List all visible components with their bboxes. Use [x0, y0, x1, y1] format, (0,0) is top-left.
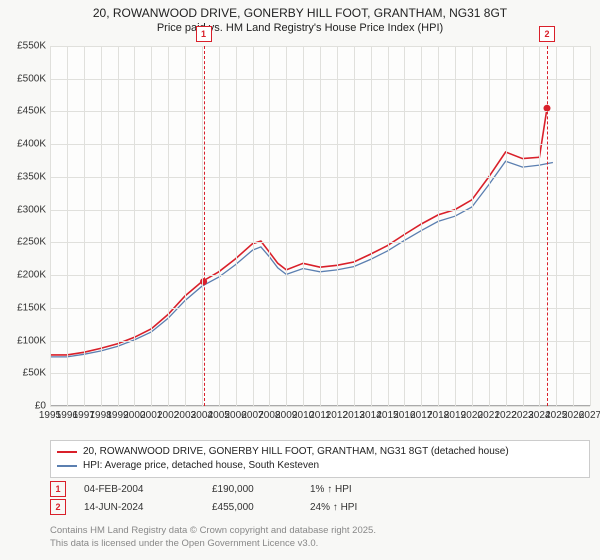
- sale-event-delta: 24% ↑ HPI: [310, 502, 430, 513]
- x-tick-label: 2027: [579, 410, 600, 421]
- sale-marker-line: [547, 46, 548, 406]
- legend-label: 20, ROWANWOOD DRIVE, GONERBY HILL FOOT, …: [83, 445, 509, 459]
- chart-title: 20, ROWANWOOD DRIVE, GONERBY HILL FOOT, …: [0, 0, 600, 20]
- x-gridline: [50, 46, 51, 406]
- x-gridline: [151, 46, 152, 406]
- x-gridline: [523, 46, 524, 406]
- legend-item: HPI: Average price, detached house, Sout…: [57, 459, 583, 473]
- x-gridline: [371, 46, 372, 406]
- chart-legend: 20, ROWANWOOD DRIVE, GONERBY HILL FOOT, …: [50, 440, 590, 478]
- x-gridline: [506, 46, 507, 406]
- sale-marker-box: 2: [539, 26, 555, 42]
- y-tick-label: £500K: [17, 73, 46, 84]
- sale-event-row: 2 14-JUN-2024 £455,000 24% ↑ HPI: [50, 498, 590, 516]
- x-gridline: [118, 46, 119, 406]
- x-gridline: [354, 46, 355, 406]
- x-gridline: [404, 46, 405, 406]
- footer-line-1: Contains HM Land Registry data © Crown c…: [50, 524, 590, 537]
- x-gridline: [489, 46, 490, 406]
- y-tick-label: £550K: [17, 41, 46, 52]
- sale-event-price: £455,000: [212, 502, 292, 513]
- sale-event-row: 1 04-FEB-2004 £190,000 1% ↑ HPI: [50, 480, 590, 498]
- x-gridline: [286, 46, 287, 406]
- sale-marker-line: [204, 46, 205, 406]
- x-gridline: [84, 46, 85, 406]
- chart-subtitle: Price paid vs. HM Land Registry's House …: [0, 20, 600, 36]
- sale-marker-box: 1: [196, 26, 212, 42]
- sale-event-marker: 1: [50, 481, 66, 497]
- x-gridline: [388, 46, 389, 406]
- y-tick-label: £350K: [17, 171, 46, 182]
- y-tick-label: £250K: [17, 237, 46, 248]
- y-tick-label: £50K: [23, 368, 46, 379]
- sale-event-price: £190,000: [212, 484, 292, 495]
- x-gridline: [101, 46, 102, 406]
- sale-event-marker: 2: [50, 499, 66, 515]
- x-gridline: [573, 46, 574, 406]
- y-tick-label: £150K: [17, 302, 46, 313]
- footer-line-2: This data is licensed under the Open Gov…: [50, 537, 590, 550]
- x-gridline: [168, 46, 169, 406]
- sale-event-date: 14-JUN-2024: [84, 502, 194, 513]
- x-gridline: [320, 46, 321, 406]
- x-gridline: [236, 46, 237, 406]
- x-gridline: [337, 46, 338, 406]
- series-hpi: [50, 161, 553, 357]
- y-tick-label: £200K: [17, 270, 46, 281]
- y-gridline: [50, 406, 590, 407]
- x-gridline: [472, 46, 473, 406]
- chart-plot-area: £0£50K£100K£150K£200K£250K£300K£350K£400…: [50, 46, 590, 406]
- x-gridline: [269, 46, 270, 406]
- sale-events-table: 1 04-FEB-2004 £190,000 1% ↑ HPI 2 14-JUN-2024…: [50, 480, 590, 516]
- y-tick-label: £400K: [17, 139, 46, 150]
- x-gridline: [185, 46, 186, 406]
- chart-footer: Contains HM Land Registry data © Crown c…: [50, 524, 590, 550]
- legend-label: HPI: Average price, detached house, Sout…: [83, 459, 319, 473]
- legend-swatch: [57, 465, 77, 467]
- x-gridline: [303, 46, 304, 406]
- legend-swatch: [57, 451, 77, 453]
- legend-item: 20, ROWANWOOD DRIVE, GONERBY HILL FOOT, …: [57, 445, 583, 459]
- x-gridline: [219, 46, 220, 406]
- sale-event-date: 04-FEB-2004: [84, 484, 194, 495]
- x-gridline: [67, 46, 68, 406]
- x-gridline: [556, 46, 557, 406]
- x-gridline: [438, 46, 439, 406]
- x-gridline: [253, 46, 254, 406]
- x-gridline: [134, 46, 135, 406]
- x-gridline: [590, 46, 591, 406]
- y-tick-label: £450K: [17, 106, 46, 117]
- sale-event-delta: 1% ↑ HPI: [310, 484, 430, 495]
- y-tick-label: £100K: [17, 335, 46, 346]
- x-gridline: [455, 46, 456, 406]
- y-tick-label: £300K: [17, 204, 46, 215]
- x-gridline: [421, 46, 422, 406]
- x-gridline: [539, 46, 540, 406]
